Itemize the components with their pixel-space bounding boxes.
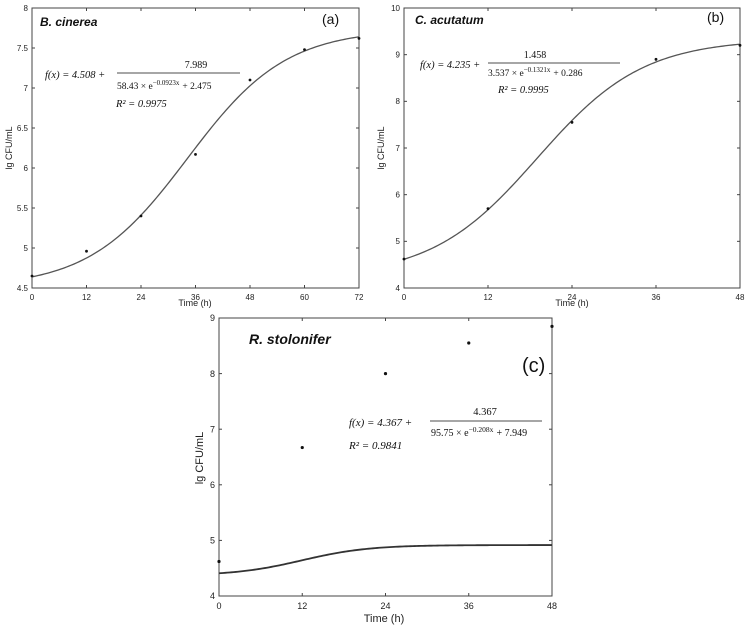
- x-tick-label: 0: [30, 293, 35, 302]
- equation-numerator: 7.989: [185, 60, 208, 71]
- x-tick-label: 12: [484, 293, 493, 302]
- equation-denominator: 95.75 × e−0.208x + 7.949: [431, 425, 527, 439]
- x-tick-label: 24: [568, 293, 577, 302]
- data-point: [194, 153, 197, 156]
- data-point: [550, 324, 554, 328]
- y-tick-label: 7.5: [17, 44, 29, 53]
- y-tick-label: 6: [210, 480, 215, 490]
- fit-equation: f(x) = 4.235 + 1.458 3.537 × e−0.1321x + …: [420, 50, 620, 96]
- species-title: R. stolonifer: [249, 331, 332, 347]
- data-point: [248, 78, 252, 82]
- x-tick-label: 36: [652, 293, 661, 302]
- panel-label: (c): [522, 355, 545, 377]
- panel-label: (a): [322, 11, 339, 27]
- data-point: [383, 372, 388, 376]
- y-tick-label: 6: [396, 190, 401, 199]
- equation-denominator: 3.537 × e−0.1321x + 0.286: [488, 66, 583, 79]
- species-title: C. acutatum: [415, 13, 484, 27]
- data-point: [139, 214, 143, 218]
- equation-denominator: 58.43 × e−0.0923x + 2.475: [117, 79, 212, 92]
- y-tick-label: 5.5: [17, 204, 29, 213]
- y-tick-label: 9: [396, 50, 401, 59]
- y-tick-label: 4: [396, 284, 401, 293]
- x-tick-label: 36: [191, 293, 200, 302]
- data-point: [654, 57, 658, 61]
- y-tick-label: 7: [24, 84, 29, 93]
- x-tick-label: 0: [216, 601, 221, 611]
- y-tick-label: 4: [210, 591, 215, 601]
- x-tick-label: 12: [82, 293, 91, 302]
- x-axis-label: Time (h): [555, 298, 588, 308]
- x-tick-label: 24: [380, 601, 390, 611]
- equation-lhs: f(x) = 4.508 +: [45, 70, 105, 81]
- y-tick-label: 4.5: [17, 284, 29, 293]
- x-axis-label: Time (h): [178, 298, 211, 308]
- x-tick-label: 36: [464, 601, 474, 611]
- x-tick-label: 24: [137, 293, 146, 302]
- data-point: [467, 341, 471, 345]
- data-point: [85, 249, 88, 253]
- data-point: [357, 37, 361, 40]
- chart-panel-b: 0 12 24 36 48 4 5 6 7 8 9 10 Time (h) lg CFU/mL C.…: [376, 4, 745, 308]
- equation-lhs: f(x) = 4.235 +: [420, 60, 480, 71]
- y-tick-label: 8: [24, 4, 29, 13]
- y-tick-label: 5: [210, 536, 215, 546]
- fitted-curve: [218, 544, 552, 575]
- panel-label: (b): [707, 9, 724, 25]
- y-tick-label: 8: [210, 369, 215, 379]
- y-axis-label: lg CFU/mL: [376, 126, 386, 169]
- x-axis-label: Time (h): [364, 613, 405, 625]
- chart-panel-c: 0 12 24 36 48 4 5 6 7 8 9 Time (h) lg CFU/mL R. s…: [194, 313, 557, 625]
- x-tick-label: 48: [547, 601, 557, 611]
- y-tick-label: 7: [396, 144, 401, 153]
- x-tick-label: 12: [297, 601, 307, 611]
- fit-equation: f(x) = 4.508 + 7.989 58.43 × e−0.0923x + …: [45, 60, 240, 110]
- y-tick-label: 5: [396, 237, 401, 246]
- r-squared: R² = 0.9995: [497, 85, 549, 96]
- y-axis-label: lg CFU/mL: [4, 126, 14, 169]
- x-tick-label: 0: [402, 293, 407, 302]
- fit-equation: f(x) = 4.367 + 4.367 95.75 × e−0.208x + 7…: [348, 407, 542, 452]
- data-point: [217, 559, 221, 564]
- chart-panel-a: 0 12 24 36 48 60 72 4.555.566.577.58 Time (h) …: [4, 4, 364, 308]
- x-tick-label: 48: [736, 293, 745, 302]
- data-point: [300, 445, 304, 450]
- data-point: [486, 207, 490, 211]
- data-point: [30, 274, 34, 278]
- r-squared: R² = 0.9841: [348, 440, 402, 452]
- x-tick-label: 60: [300, 293, 309, 302]
- x-tick-label: 72: [355, 293, 364, 302]
- y-tick-label: 7: [210, 424, 215, 434]
- data-point: [738, 43, 742, 47]
- data-point: [402, 257, 406, 261]
- fitted-curve: [403, 43, 741, 260]
- species-title: B. cinerea: [40, 15, 98, 29]
- y-tick-label: 5: [24, 244, 29, 253]
- fitted-curve: [31, 36, 360, 278]
- y-tick-label: 9: [210, 313, 215, 323]
- equation-lhs: f(x) = 4.367 +: [349, 417, 412, 429]
- y-axis-label: lg CFU/mL: [194, 432, 206, 485]
- r-squared: R² = 0.9975: [115, 99, 167, 110]
- y-tick-label: 6.5: [17, 124, 29, 133]
- equation-numerator: 1.458: [524, 50, 547, 61]
- y-tick-label: 8: [396, 97, 401, 106]
- data-point: [570, 120, 574, 124]
- data-point: [303, 48, 306, 51]
- y-tick-label: 6: [24, 164, 29, 173]
- x-tick-label: 48: [246, 293, 255, 302]
- y-tick-label: 10: [391, 4, 400, 13]
- equation-numerator: 4.367: [473, 407, 497, 418]
